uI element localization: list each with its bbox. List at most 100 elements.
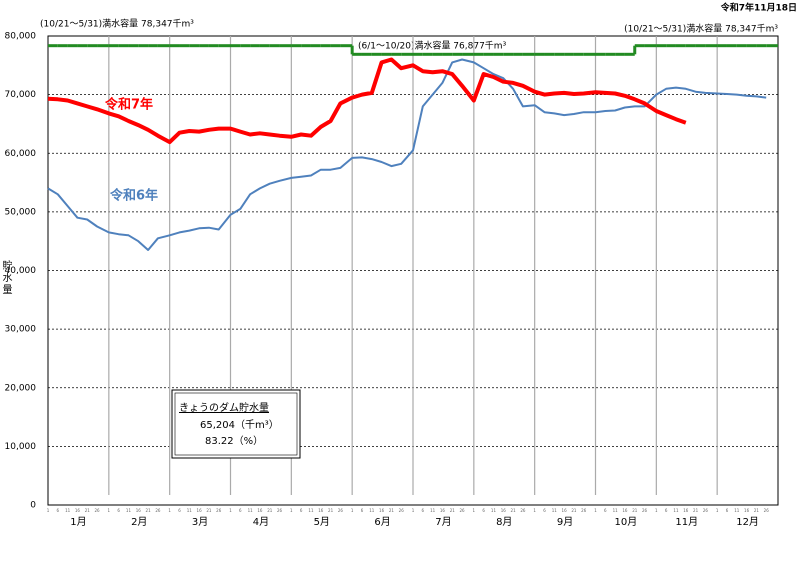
day-tick-label: 1: [412, 508, 415, 513]
x-tick-label: 5月: [314, 516, 330, 528]
day-tick-label: 21: [632, 508, 638, 513]
day-tick-label: 16: [440, 508, 446, 513]
day-tick-label: 26: [703, 508, 709, 513]
day-tick-label: 16: [136, 508, 142, 513]
day-tick-label: 1: [533, 508, 536, 513]
day-tick-label: 6: [604, 508, 607, 513]
y-axis-label: 貯水量: [0, 260, 12, 296]
series-label: 令和7年: [105, 97, 153, 113]
day-tick-label: 11: [369, 508, 375, 513]
day-tick-label: 6: [482, 508, 485, 513]
day-tick-label: 11: [65, 508, 71, 513]
day-tick-label: 1: [108, 508, 111, 513]
x-tick-label: 9月: [557, 516, 573, 528]
date: 令和7年11月18日: [720, 2, 797, 14]
day-tick-label: 1: [229, 508, 232, 513]
day-tick-label: 6: [57, 508, 60, 513]
x-tick-label: 4月: [253, 516, 269, 528]
day-tick-label: 6: [239, 508, 242, 513]
day-tick-label: 26: [338, 508, 344, 513]
x-tick-label: 7月: [435, 516, 451, 528]
day-tick-label: 16: [683, 508, 689, 513]
day-tick-label: 11: [734, 508, 740, 513]
day-tick-label: 21: [450, 508, 456, 513]
day-tick-label: 1: [473, 508, 476, 513]
day-tick-label: 26: [581, 508, 587, 513]
x-tick-label: 10月: [615, 516, 638, 528]
day-tick-label: 6: [117, 508, 120, 513]
day-tick-label: 26: [520, 508, 526, 513]
day-tick-label: 6: [543, 508, 546, 513]
y-tick-label: 30,000: [5, 325, 37, 335]
day-tick-label: 1: [594, 508, 597, 513]
day-tick-label: 16: [75, 508, 81, 513]
day-tick-label: 16: [501, 508, 507, 513]
y-tick-label: 0: [30, 501, 36, 511]
x-tick-label: 11月: [675, 516, 698, 528]
box-frame-inner: [174, 392, 298, 456]
day-tick-label: 26: [642, 508, 648, 513]
day-tick-label: 6: [665, 508, 668, 513]
box-volume: 65,204（千m³）: [200, 419, 279, 431]
day-tick-label: 16: [744, 508, 750, 513]
capacity-note: (10/21～5/31)満水容量 78,347千m³: [40, 18, 194, 30]
info-box: きょうのダム貯水量 65,204（千m³） 83.22（%）: [171, 389, 301, 459]
day-tick-label: 11: [613, 508, 619, 513]
day-tick-label: 1: [716, 508, 719, 513]
day-tick-label: 26: [399, 508, 405, 513]
y-tick-label: 70,000: [5, 90, 37, 100]
day-tick-label: 21: [267, 508, 273, 513]
day-tick-label: 11: [126, 508, 132, 513]
day-tick-label: 26: [155, 508, 161, 513]
day-tick-label: 11: [248, 508, 254, 513]
y-tick-label: 40,000: [5, 266, 37, 276]
day-tick-label: 16: [257, 508, 263, 513]
day-tick-label: 11: [430, 508, 436, 513]
x-tick-label: 12月: [736, 516, 759, 528]
day-tick-label: 26: [764, 508, 770, 513]
y-tick-label: 50,000: [5, 207, 37, 217]
day-tick-label: 6: [300, 508, 303, 513]
y-tick-label: 20,000: [5, 383, 37, 393]
capacity-note: (6/1～10/20)満水容量 76,877千m³: [358, 40, 507, 52]
x-tick-label: 8月: [496, 516, 512, 528]
box-title: きょうのダム貯水量: [179, 401, 269, 414]
day-tick-label: 6: [726, 508, 729, 513]
capacity-note: (10/21～5/31)満水容量 78,347千m³: [624, 23, 778, 35]
day-tick-label: 6: [422, 508, 425, 513]
x-tick-label: 6月: [374, 516, 390, 528]
box-frame: [171, 389, 301, 459]
day-tick-label: 1: [47, 508, 50, 513]
day-tick-label: 21: [571, 508, 577, 513]
day-tick-label: 21: [85, 508, 91, 513]
x-tick-label: 1月: [70, 516, 86, 528]
box-percent: 83.22（%）: [205, 435, 263, 447]
x-tick-label: 2月: [131, 516, 147, 528]
day-tick-label: 6: [361, 508, 364, 513]
day-tick-label: 1: [351, 508, 354, 513]
day-tick-label: 21: [389, 508, 395, 513]
day-tick-label: 1: [290, 508, 293, 513]
day-tick-label: 16: [318, 508, 324, 513]
day-tick-label: 11: [187, 508, 193, 513]
day-tick-label: 16: [622, 508, 628, 513]
series-line: [47, 57, 687, 145]
day-tick-label: 21: [754, 508, 760, 513]
day-tick-label: 16: [379, 508, 385, 513]
day-tick-label: 21: [146, 508, 152, 513]
y-tick-label: 60,000: [5, 149, 37, 159]
y-tick-label: 10,000: [5, 442, 37, 452]
y-tick-label: 80,000: [5, 32, 37, 42]
day-tick-label: 11: [552, 508, 558, 513]
day-tick-label: 11: [673, 508, 679, 513]
day-tick-label: 21: [206, 508, 212, 513]
day-tick-label: 21: [693, 508, 699, 513]
day-tick-label: 1: [168, 508, 171, 513]
series-label: 令和6年: [110, 188, 158, 204]
day-tick-label: 26: [95, 508, 101, 513]
day-tick-label: 21: [511, 508, 517, 513]
day-tick-label: 11: [491, 508, 497, 513]
x-tick-label: 3月: [192, 516, 208, 528]
day-tick-label: 21: [328, 508, 334, 513]
